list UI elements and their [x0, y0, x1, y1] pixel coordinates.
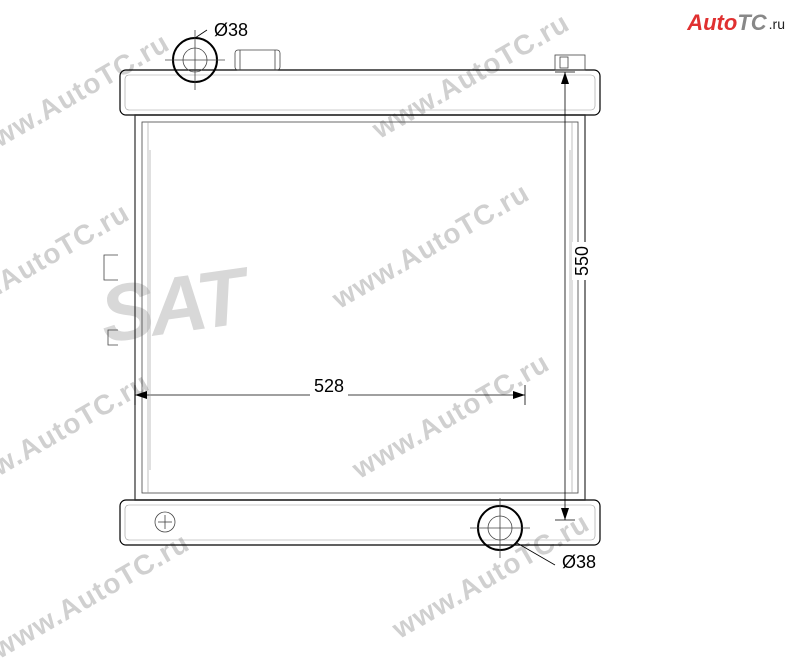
drawing-canvas: www.AutoTC.ruwww.AutoTC.ruwww.AutoTC.ruw… [0, 0, 800, 600]
width-dimension-label: 528 [310, 376, 348, 397]
height-dimension-label: 550 [572, 242, 593, 280]
outlet-diameter-label: Ø38 [558, 552, 600, 573]
radiator-diagram [0, 0, 800, 600]
inlet-diameter-label: Ø38 [210, 20, 252, 41]
